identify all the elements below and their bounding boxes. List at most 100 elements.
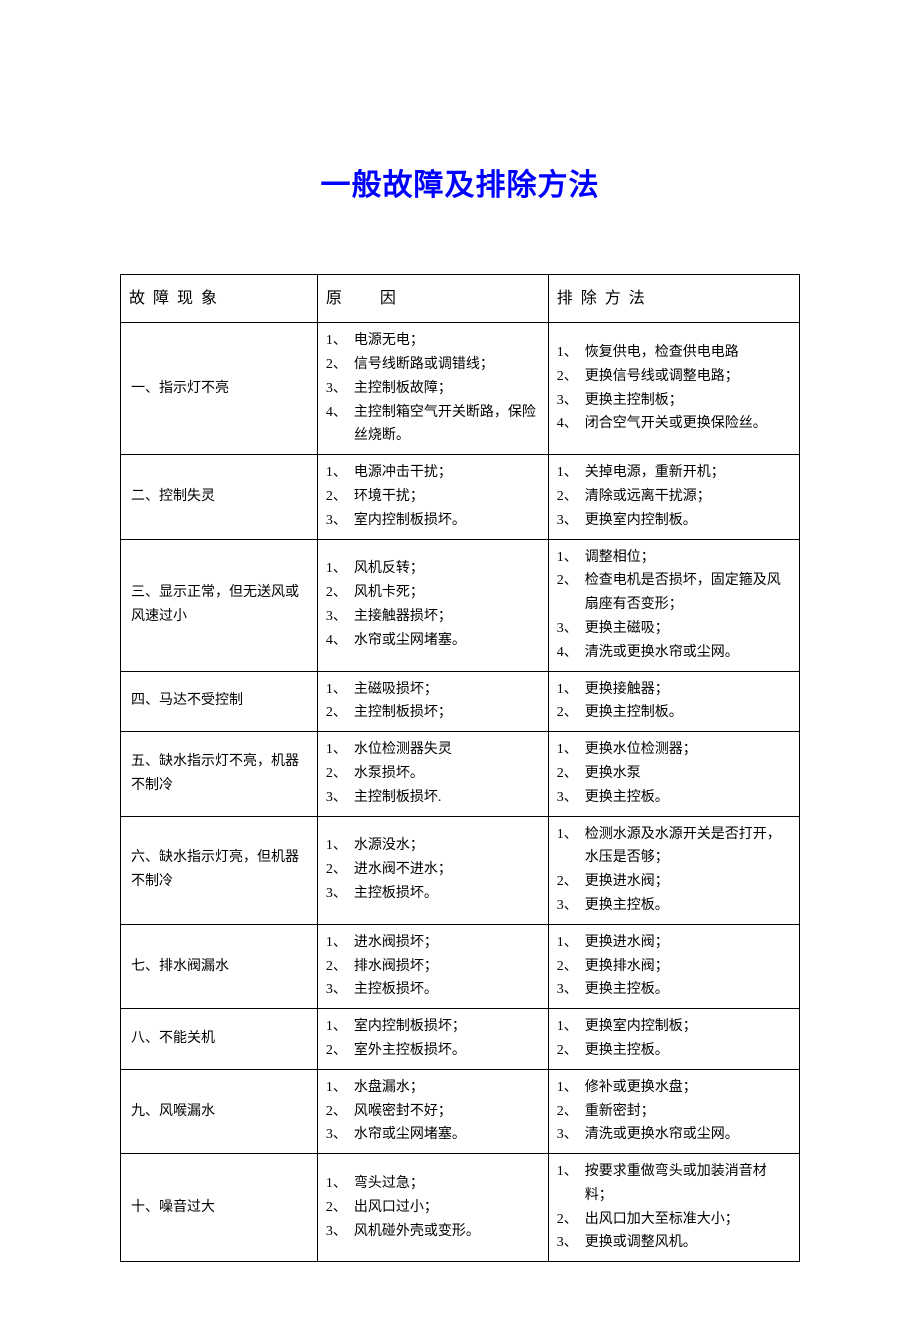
list-text: 更换主控板。 — [585, 978, 791, 1002]
list-number: 1、 — [326, 461, 354, 485]
list-item: 3、更换主控板。 — [557, 978, 791, 1002]
phenomenon-cell: 三、显示正常，但无送风或风速过小 — [121, 539, 318, 671]
cause-cell: 1、进水阀损坏；2、排水阀损坏；3、主控板损坏。 — [317, 924, 548, 1008]
list-item: 2、室外主控板损坏。 — [326, 1039, 540, 1063]
list-item: 3、主接触器损坏； — [326, 605, 540, 629]
solution-cell: 1、更换室内控制板；2、更换主控板。 — [548, 1009, 799, 1070]
solution-cell: 1、修补或更换水盘；2、重新密封；3、清洗或更换水帘或尘网。 — [548, 1069, 799, 1153]
header-cause: 原 因 — [317, 275, 548, 323]
list-text: 电源冲击干扰； — [354, 461, 540, 485]
list-text: 水泵损坏。 — [354, 762, 540, 786]
list-item: 1、更换水位检测器； — [557, 738, 791, 762]
list-text: 室内控制板损坏。 — [354, 509, 540, 533]
list-item: 1、按要求重做弯头或加装消音材料； — [557, 1160, 791, 1208]
list-text: 信号线断路或调错线； — [354, 353, 540, 377]
list-number: 2、 — [326, 353, 354, 377]
list-text: 进水阀不进水； — [354, 858, 540, 882]
list-text: 水帘或尘网堵塞。 — [354, 629, 540, 653]
list-number: 1、 — [557, 1015, 585, 1039]
list-item: 2、出风口过小； — [326, 1196, 540, 1220]
list-item: 2、检查电机是否损坏，固定箍及风扇座有否变形； — [557, 569, 791, 617]
list-text: 更换主控制板； — [585, 389, 791, 413]
item-list: 1、按要求重做弯头或加装消音材料；2、出风口加大至标准大小；3、更换或调整风机。 — [557, 1160, 791, 1255]
list-number: 2、 — [326, 955, 354, 979]
document-title: 一般故障及排除方法 — [120, 160, 800, 204]
list-number: 3、 — [326, 882, 354, 906]
item-list: 1、水位检测器失灵2、水泵损坏。3、主控制板损坏. — [326, 738, 540, 809]
list-number: 3、 — [326, 786, 354, 810]
cause-cell: 1、电源无电；2、信号线断路或调错线；3、主控制板故障；4、主控制箱空气开关断路… — [317, 323, 548, 455]
list-number: 2、 — [557, 1100, 585, 1124]
phenomenon-cell: 六、缺水指示灯亮，但机器不制冷 — [121, 816, 318, 924]
cause-cell: 1、主磁吸损坏；2、主控制板损坏； — [317, 671, 548, 732]
table-row: 十、噪音过大1、弯头过急；2、出风口过小；3、风机碰外壳或变形。1、按要求重做弯… — [121, 1154, 800, 1262]
list-text: 更换室内控制板； — [585, 1015, 791, 1039]
item-list: 1、检测水源及水源开关是否打开，水压是否够；2、更换进水阀；3、更换主控板。 — [557, 823, 791, 918]
list-text: 更换接触器； — [585, 678, 791, 702]
list-item: 1、水源没水； — [326, 834, 540, 858]
list-item: 1、风机反转； — [326, 557, 540, 581]
list-item: 2、进水阀不进水； — [326, 858, 540, 882]
item-list: 1、水源没水；2、进水阀不进水；3、主控板损坏。 — [326, 834, 540, 905]
table-row: 一、指示灯不亮1、电源无电；2、信号线断路或调错线；3、主控制板故障；4、主控制… — [121, 323, 800, 455]
list-text: 室外主控板损坏。 — [354, 1039, 540, 1063]
list-text: 主控制板损坏. — [354, 786, 540, 810]
list-text: 出风口加大至标准大小； — [585, 1208, 791, 1232]
list-number: 2、 — [557, 365, 585, 389]
list-number: 1、 — [326, 329, 354, 353]
list-number: 2、 — [557, 1208, 585, 1232]
list-text: 风喉密封不好； — [354, 1100, 540, 1124]
list-item: 2、重新密封； — [557, 1100, 791, 1124]
item-list: 1、室内控制板损坏；2、室外主控板损坏。 — [326, 1015, 540, 1063]
list-number: 3、 — [557, 786, 585, 810]
item-list: 1、调整相位；2、检查电机是否损坏，固定箍及风扇座有否变形；3、更换主磁吸；4、… — [557, 546, 791, 665]
item-list: 1、关掉电源，重新开机；2、清除或远离干扰源；3、更换室内控制板。 — [557, 461, 791, 532]
list-text: 水位检测器失灵 — [354, 738, 540, 762]
list-number: 1、 — [557, 678, 585, 702]
list-number: 3、 — [557, 509, 585, 533]
list-number: 2、 — [326, 701, 354, 725]
list-number: 1、 — [326, 834, 354, 858]
item-list: 1、更换水位检测器；2、更换水泵3、更换主控板。 — [557, 738, 791, 809]
list-text: 更换主控制板。 — [585, 701, 791, 725]
list-item: 2、更换主控板。 — [557, 1039, 791, 1063]
list-text: 风机卡死； — [354, 581, 540, 605]
table-row: 五、缺水指示灯不亮，机器不制冷1、水位检测器失灵2、水泵损坏。3、主控制板损坏.… — [121, 732, 800, 816]
list-number: 3、 — [326, 978, 354, 1002]
phenomenon-cell: 四、马达不受控制 — [121, 671, 318, 732]
item-list: 1、修补或更换水盘；2、重新密封；3、清洗或更换水帘或尘网。 — [557, 1076, 791, 1147]
list-item: 1、更换接触器； — [557, 678, 791, 702]
item-list: 1、更换室内控制板；2、更换主控板。 — [557, 1015, 791, 1063]
list-number: 2、 — [557, 762, 585, 786]
list-number: 1、 — [326, 557, 354, 581]
solution-cell: 1、检测水源及水源开关是否打开，水压是否够；2、更换进水阀；3、更换主控板。 — [548, 816, 799, 924]
list-text: 更换主控板。 — [585, 786, 791, 810]
solution-cell: 1、恢复供电，检查供电电路2、更换信号线或调整电路；3、更换主控制板；4、闭合空… — [548, 323, 799, 455]
list-number: 4、 — [326, 401, 354, 425]
cause-cell: 1、风机反转；2、风机卡死；3、主接触器损坏；4、水帘或尘网堵塞。 — [317, 539, 548, 671]
list-text: 更换或调整风机。 — [585, 1231, 791, 1255]
list-number: 3、 — [557, 389, 585, 413]
list-item: 3、更换主控板。 — [557, 786, 791, 810]
header-solution: 排 除 方 法 — [548, 275, 799, 323]
list-item: 1、调整相位； — [557, 546, 791, 570]
list-item: 1、更换室内控制板； — [557, 1015, 791, 1039]
list-text: 出风口过小； — [354, 1196, 540, 1220]
list-text: 排水阀损坏； — [354, 955, 540, 979]
list-item: 2、风机卡死； — [326, 581, 540, 605]
list-item: 2、出风口加大至标准大小； — [557, 1208, 791, 1232]
item-list: 1、主磁吸损坏；2、主控制板损坏； — [326, 678, 540, 726]
list-number: 3、 — [326, 377, 354, 401]
list-item: 1、检测水源及水源开关是否打开，水压是否够； — [557, 823, 791, 871]
list-text: 主磁吸损坏； — [354, 678, 540, 702]
list-number: 1、 — [557, 461, 585, 485]
list-item: 2、排水阀损坏； — [326, 955, 540, 979]
list-item: 4、闭合空气开关或更换保险丝。 — [557, 412, 791, 436]
list-number: 2、 — [557, 701, 585, 725]
list-number: 4、 — [326, 629, 354, 653]
list-number: 2、 — [326, 1039, 354, 1063]
list-item: 3、主控制板损坏. — [326, 786, 540, 810]
cause-cell: 1、弯头过急；2、出风口过小；3、风机碰外壳或变形。 — [317, 1154, 548, 1262]
list-item: 3、室内控制板损坏。 — [326, 509, 540, 533]
list-text: 修补或更换水盘； — [585, 1076, 791, 1100]
